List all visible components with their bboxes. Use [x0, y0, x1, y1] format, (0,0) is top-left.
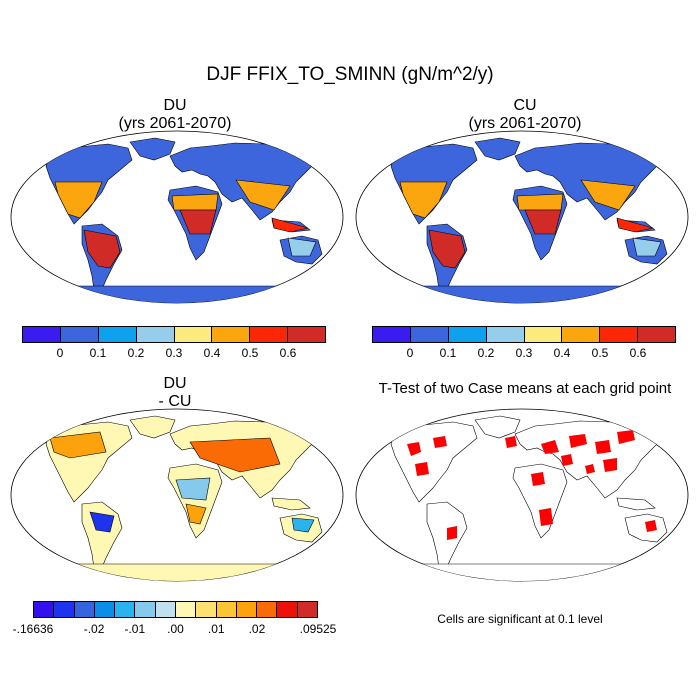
- colorbar-swatch: [136, 327, 175, 342]
- colorbar-swatch: [524, 327, 563, 342]
- colorbar-tick-label: 0.3: [165, 346, 183, 360]
- colorbar-tick-label: 0.4: [203, 346, 221, 360]
- colorbar-tick-label: 0: [406, 346, 414, 360]
- colorbar-swatch: [34, 602, 55, 617]
- colorbar-tick-label: 0.4: [553, 346, 571, 360]
- colorbar-swatch: [175, 602, 197, 617]
- colorbar-tick-label: 0.2: [127, 346, 145, 360]
- diff-title-line2: - CU: [158, 393, 192, 410]
- colorbar-tick-label: 0.1: [439, 346, 457, 360]
- colorbar-swatch: [277, 602, 298, 617]
- colorbar-tick-label: 0.1: [89, 346, 107, 360]
- colorbar-tick-label: -.16636: [12, 622, 54, 636]
- colorbar-swatch: [23, 327, 61, 342]
- colorbar-swatch: [288, 327, 325, 342]
- cu-colorbar: [372, 326, 676, 343]
- colorbar-swatch: [373, 327, 411, 342]
- colorbar-swatch: [115, 602, 136, 617]
- du-colorbar: [22, 326, 326, 343]
- ttest-map: [355, 408, 689, 582]
- colorbar-swatch: [297, 602, 317, 617]
- difference-map: [10, 408, 344, 582]
- colorbar-tick-label: 0.5: [241, 346, 259, 360]
- colorbar-tick-label: -.01: [124, 622, 146, 636]
- du-title-line2: (yrs 2061-2070): [118, 115, 232, 132]
- colorbar-tick-label: 0: [56, 346, 64, 360]
- colorbar-swatch: [600, 327, 639, 342]
- du-panel-title: DU (yrs 2061-2070): [50, 97, 300, 133]
- colorbar-tick-label: 0.5: [591, 346, 609, 360]
- colorbar-tick-label: 0.6: [629, 346, 647, 360]
- colorbar-swatch: [257, 602, 278, 617]
- colorbar-swatch: [486, 327, 525, 342]
- colorbar-tick-label: .09525: [299, 622, 337, 636]
- colorbar-tick-label: .01: [207, 622, 225, 636]
- colorbar-swatch: [54, 602, 75, 617]
- colorbar-swatch: [638, 327, 675, 342]
- colorbar-tick-label: 0.6: [279, 346, 297, 360]
- colorbar-swatch: [212, 327, 251, 342]
- colorbar-swatch: [562, 327, 601, 342]
- colorbar-swatch: [250, 327, 289, 342]
- colorbar-swatch: [155, 602, 176, 617]
- main-title: DJF FFIX_TO_SMINN (gN/m^2/y): [206, 64, 494, 85]
- colorbar-swatch: [94, 602, 116, 617]
- ttest-panel-title: T-Test of two Case means at each grid po…: [378, 380, 672, 397]
- significance-note: Cells are significant at 0.1 level: [437, 612, 603, 626]
- colorbar-swatch: [216, 602, 237, 617]
- colorbar-swatch: [410, 327, 449, 342]
- cu-title-line1: CU: [513, 97, 537, 114]
- cu-title-line2: (yrs 2061-2070): [468, 115, 582, 132]
- colorbar-swatch: [448, 327, 487, 342]
- colorbar-tick-label: 0.2: [477, 346, 495, 360]
- colorbar-tick-label: .00: [167, 622, 184, 636]
- colorbar-swatch: [98, 327, 137, 342]
- colorbar-swatch: [135, 602, 156, 617]
- diff-panel-title: DU - CU: [50, 375, 300, 411]
- colorbar-swatch: [196, 602, 217, 617]
- du-title-line1: DU: [163, 97, 187, 114]
- colorbar-swatch: [236, 602, 258, 617]
- colorbar-tick-label: 0.3: [515, 346, 533, 360]
- colorbar-swatch: [60, 327, 99, 342]
- cu-panel-title: CU (yrs 2061-2070): [400, 97, 650, 133]
- colorbar-tick-label: .02: [248, 622, 266, 636]
- colorbar-tick-label: -.02: [83, 622, 105, 636]
- du-map: [10, 130, 344, 304]
- colorbar-swatch: [174, 327, 213, 342]
- colorbar-swatch: [74, 602, 95, 617]
- difference-colorbar: [33, 601, 318, 618]
- cu-map: [355, 130, 689, 304]
- diff-title-line1: DU: [163, 375, 187, 392]
